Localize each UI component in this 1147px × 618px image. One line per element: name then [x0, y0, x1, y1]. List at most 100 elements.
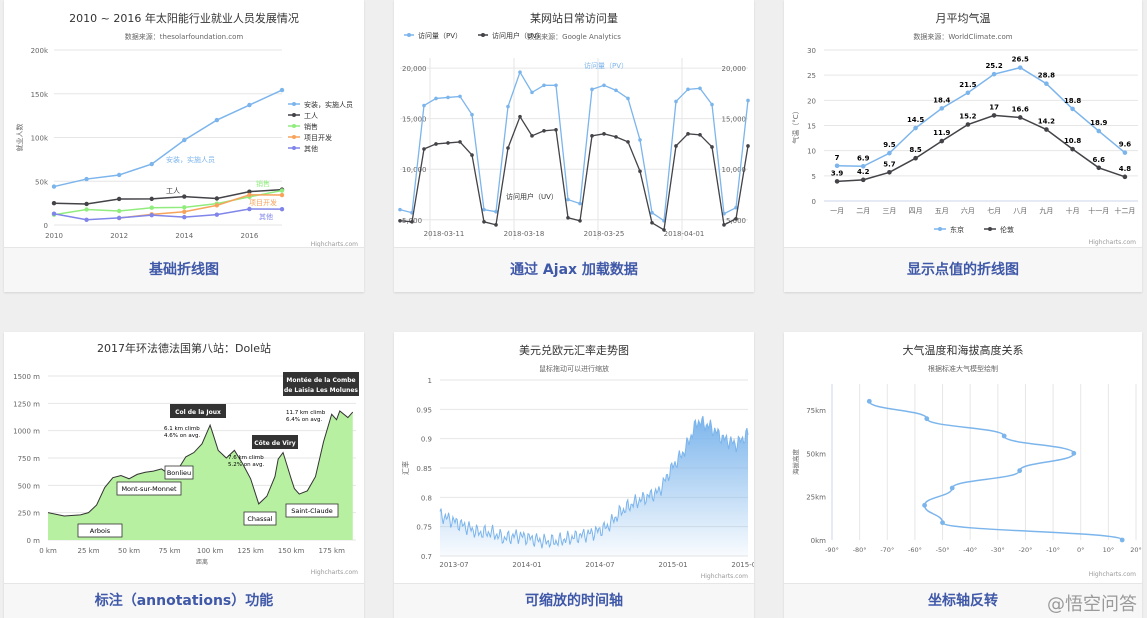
data-point [182, 205, 187, 210]
data-point [494, 209, 498, 214]
data-point [506, 104, 510, 109]
data-point [887, 170, 892, 175]
temperature-tick-label: -10° [1046, 546, 1060, 554]
data-point [116, 215, 122, 221]
card-caption[interactable]: 标注（annotations）功能 [4, 583, 364, 618]
x-tick-label: 100 km [197, 547, 224, 555]
series-annotation: 其他 [259, 212, 273, 221]
legend-marker [481, 33, 485, 37]
y-tick-label: 1500 m [13, 373, 40, 381]
data-point [913, 155, 918, 161]
x-tick-label: 2012 [110, 232, 128, 240]
data-point [602, 83, 606, 88]
data-point [1122, 174, 1128, 180]
data-point [650, 210, 654, 215]
data-point [590, 87, 594, 92]
data-label: 25.2 [985, 62, 1002, 70]
y-tick-label: 50k [35, 178, 49, 186]
series-annotation: 销售 [256, 179, 270, 188]
annotations-area-chart: 2017年环法德法国第八站：Dole站 Highcharts.com 0 m 250 … [13, 341, 359, 576]
y-tick-label: 5 [812, 173, 816, 181]
card-caption[interactable]: 通过 Ajax 加载数据 [394, 247, 754, 292]
chart-subtitle: 鼠标拖动可以进行缩放 [539, 364, 609, 373]
data-label: 7 [835, 154, 840, 162]
data-label: 28.8 [1038, 72, 1055, 80]
chart-card-annotations[interactable]: 2017年环法德法国第八站：Dole站 Highcharts.com 0 m 250 … [4, 332, 364, 618]
legend-marker [292, 135, 296, 139]
data-point [686, 132, 690, 136]
data-point [458, 94, 462, 99]
x-tick-label: 25 km [78, 547, 100, 555]
data-point [965, 90, 971, 96]
data-point [182, 194, 187, 199]
chart-card-basic-line[interactable]: 2010 ~ 2016 年太阳能行业就业人员发展情况 数据来源：thesolarf… [4, 0, 364, 292]
data-point [674, 99, 678, 104]
y-tick-label: 20 [807, 97, 816, 105]
data-point [182, 137, 187, 143]
altitude-tick-label: 75km [806, 407, 826, 415]
x-tick-label: 五月 [935, 207, 949, 215]
legend-item: 东京 [950, 225, 964, 234]
y-tick-label: 0.7 [421, 553, 432, 561]
legend-item: 项目开发 [304, 133, 332, 142]
data-label: 4.8 [1119, 165, 1132, 173]
data-point [398, 218, 402, 223]
data-label: 18.9 [1090, 119, 1107, 127]
data-point [1070, 146, 1075, 152]
card-caption[interactable]: 基础折线图 [4, 247, 364, 292]
temperature-tick-label: -90° [825, 546, 839, 554]
data-point [734, 205, 738, 210]
data-point [1001, 433, 1007, 439]
x-tick-label: 2013-07 [439, 561, 468, 569]
temperature-tick-label: -70° [880, 546, 894, 554]
y-tick-label: 200k [31, 47, 49, 55]
chart-subtitle: 数据来源：WorldClimate.com [913, 32, 1012, 41]
temperature-tick-label: 20° [1130, 546, 1142, 554]
legend-item: 安装，实施人员 [304, 100, 353, 109]
data-point [1017, 468, 1023, 474]
series-annotation: 项目开发 [249, 198, 277, 207]
chart-card-zoomable[interactable]: 美元兑欧元汇率走势图 鼠标拖动可以进行缩放 Highcharts.com 0.7 0.7… [394, 332, 754, 618]
data-point [247, 189, 252, 194]
chart-card-data-labels[interactable]: 月平均气温 数据来源：WorldClimate.com Highcharts.com… [784, 0, 1142, 292]
data-point [434, 142, 438, 146]
data-point [949, 485, 955, 491]
data-point [530, 134, 534, 138]
data-point [698, 133, 702, 137]
elevation-line [47, 410, 354, 517]
y-tick-label-right: 10,000 [722, 166, 747, 174]
annotation-box [116, 481, 182, 496]
legend-item: 伦敦 [1000, 225, 1014, 234]
legend-marker [938, 227, 942, 231]
card-caption[interactable]: 坐标轴反转 [784, 583, 1142, 618]
chart-card-inverted[interactable]: 大气温度和海拔高度关系 根据标准大气模型绘制 Highcharts.com -90° -… [784, 332, 1142, 618]
annotation-text: 4.6% on avg. [164, 433, 200, 439]
card-caption[interactable]: 显示点值的折线图 [784, 247, 1142, 292]
data-point [518, 114, 522, 119]
data-point [913, 125, 918, 131]
data-point [939, 138, 945, 144]
data-label: 17 [989, 103, 999, 111]
y-tick-label: 10 [807, 148, 816, 156]
x-tick-label: 2015-01 [658, 561, 687, 569]
x-tick-label: 四月 [909, 207, 923, 215]
y-tick-label: 0.8 [421, 494, 432, 502]
legend-item: 访问用户（UV） [492, 31, 544, 40]
card-caption[interactable]: 可缩放的时间轴 [394, 583, 754, 618]
data-point [566, 197, 570, 202]
data-point [116, 208, 122, 214]
chart-subtitle: 根据标准大气模型绘制 [928, 364, 998, 373]
y-tick-label: 0.85 [416, 465, 432, 473]
data-point [84, 176, 89, 182]
y-axis-label: 就业人数 [15, 124, 24, 152]
x-tick-label: 2018-03-11 [424, 230, 465, 238]
data-point [746, 144, 750, 148]
legend-item: 销售 [304, 122, 318, 131]
y-tick-label: 100k [31, 135, 49, 143]
chart-subtitle: 数据来源：Google Analytics [527, 32, 621, 41]
data-point [722, 211, 726, 216]
data-point [965, 122, 971, 127]
x-tick-label: 2010 [45, 232, 63, 240]
data-label: 18.4 [933, 96, 950, 104]
